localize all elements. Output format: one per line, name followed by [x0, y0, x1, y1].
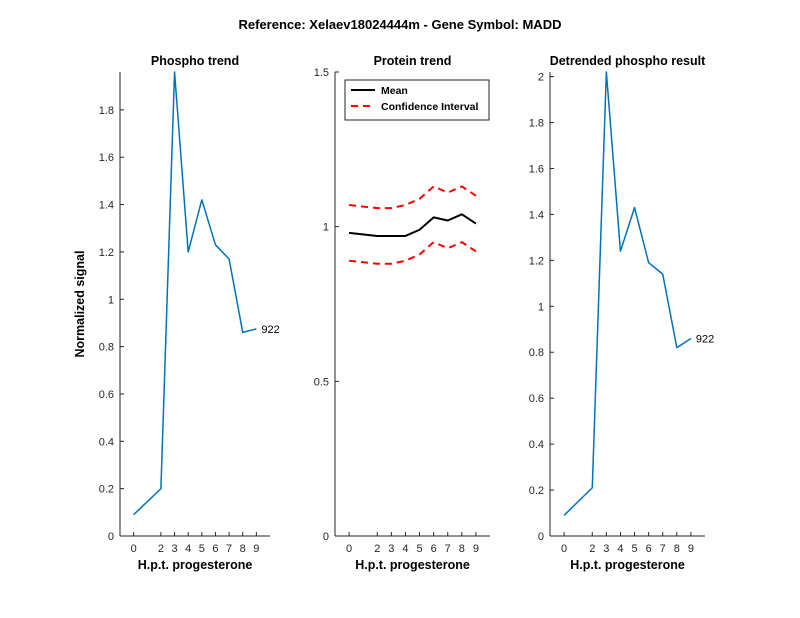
chart-panel-3: Detrended phospho result 0 0.2 0.4 0.6 0.8 1 1.…	[529, 54, 715, 572]
x-tick-label: 2	[374, 543, 380, 555]
series-end-label: 922	[261, 324, 279, 336]
y-tick-label: 0.6	[529, 393, 544, 405]
legend-label: Confidence Interval	[381, 101, 479, 113]
y-tick-label: 0.8	[99, 342, 114, 354]
x-tick-label: 9	[253, 543, 259, 555]
y-tick-label: 1	[538, 301, 544, 313]
y-tick-label: 1.5	[314, 67, 329, 79]
x-tick-label: 6	[212, 543, 218, 555]
series-line-2	[348, 185, 477, 210]
x-tick-label: 7	[445, 543, 451, 555]
y-tick-label: 1.6	[99, 152, 114, 164]
x-tick-label: 5	[631, 543, 637, 555]
legend-box	[344, 79, 490, 121]
x-tick-label: 9	[473, 543, 479, 555]
series-line-1	[563, 71, 692, 516]
x-tick-label: 0	[346, 543, 352, 555]
y-tick-label: 0	[108, 531, 114, 543]
x-tick-label: 5	[199, 543, 205, 555]
x-tick-label: 7	[226, 543, 232, 555]
y-tick-label: 0.6	[99, 389, 114, 401]
x-tick-label: 0	[561, 543, 567, 555]
series-line-3	[348, 241, 477, 265]
panels: Phospho trend 0 0.2 0.4 0.6 0.8 1 1.2 1.4 1.6 1.8 0…	[73, 54, 714, 572]
y-tick-label: 0.5	[314, 376, 329, 388]
y-tick-label: 1.8	[529, 118, 544, 130]
chart-title: Detrended phospho result	[550, 54, 706, 68]
x-tick-label: 3	[388, 543, 394, 555]
y-tick-label: 1.2	[99, 247, 114, 259]
x-tick-label: 6	[431, 543, 437, 555]
x-tick-label: 0	[131, 543, 137, 555]
x-tick-label: 7	[660, 543, 666, 555]
series-line-1	[348, 213, 477, 237]
x-tick-label: 4	[617, 543, 623, 555]
y-tick-label: 0.8	[529, 347, 544, 359]
y-tick-label: 0.4	[529, 439, 544, 451]
series-end-label: 922	[696, 333, 714, 345]
y-axis-label: Normalized signal	[73, 251, 87, 358]
legend-label: Mean	[381, 85, 408, 97]
x-tick-label: 2	[589, 543, 595, 555]
y-tick-label: 1	[323, 222, 329, 234]
chart-title: Phospho trend	[151, 54, 239, 68]
x-tick-label: 8	[459, 543, 465, 555]
chart-legend: Mean Confidence Interval	[344, 79, 490, 121]
x-tick-label: 4	[185, 543, 191, 555]
x-tick-label: 2	[158, 543, 164, 555]
chart-panel-1: Phospho trend 0 0.2 0.4 0.6 0.8 1 1.2 1.4 1.6 1.8 0…	[73, 54, 280, 572]
y-tick-label: 1.8	[99, 105, 114, 117]
x-axis-label: H.p.t. progesterone	[355, 558, 470, 572]
chart-title: Protein trend	[374, 54, 452, 68]
y-tick-label: 0.2	[529, 485, 544, 497]
x-tick-label: 3	[603, 543, 609, 555]
y-tick-label: 2	[538, 72, 544, 84]
y-tick-label: 0	[323, 531, 329, 543]
x-tick-label: 8	[674, 543, 680, 555]
y-tick-label: 1.4	[99, 200, 114, 212]
figure-suptitle: Reference: Xelaev18024444m - Gene Symbol…	[239, 17, 562, 32]
y-tick-label: 1.6	[529, 163, 544, 175]
y-tick-label: 0.2	[99, 484, 114, 496]
y-tick-label: 1	[108, 294, 114, 306]
x-tick-label: 6	[646, 543, 652, 555]
y-tick-label: 0.4	[99, 436, 114, 448]
x-tick-label: 9	[688, 543, 694, 555]
x-tick-label: 8	[240, 543, 246, 555]
series-line-1	[133, 71, 257, 516]
y-tick-label: 0	[538, 531, 544, 543]
x-tick-label: 3	[171, 543, 177, 555]
x-axis-label: H.p.t. progesterone	[138, 558, 253, 572]
y-tick-label: 1.2	[529, 255, 544, 267]
chart-panel-2: Protein trend 0 0.5 1 1.5 0 2 3 4 5 6 7 8 9H.p.t. pro…	[314, 54, 490, 572]
x-tick-label: 4	[402, 543, 408, 555]
x-tick-label: 5	[416, 543, 422, 555]
x-axis-label: H.p.t. progesterone	[570, 558, 685, 572]
y-tick-label: 1.4	[529, 209, 544, 221]
